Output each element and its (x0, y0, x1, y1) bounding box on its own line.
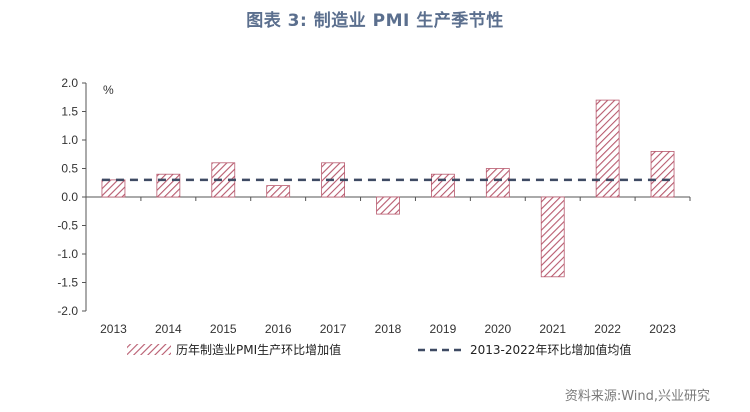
bar-2014 (156, 173, 181, 198)
legend-bar-swatch (127, 344, 171, 355)
bar-2019 (431, 173, 455, 198)
x-tick-label: 2016 (265, 322, 292, 336)
x-tick-label: 2015 (210, 322, 237, 336)
y-tick-label: -1.5 (57, 276, 78, 290)
x-tick-label: 2018 (375, 322, 402, 336)
x-tick-label: 2013 (100, 322, 127, 336)
bar-2022 (595, 99, 620, 198)
bar-2018 (376, 196, 400, 215)
bar-2016 (266, 185, 291, 198)
legend-bar-label: 历年制造业PMI生产环比增加值 (176, 342, 341, 357)
y-tick-label: -0.5 (57, 219, 78, 233)
bar-2023 (650, 150, 675, 198)
legend-avg-label: 2013-2022年环比增加值均值 (470, 342, 631, 357)
bar-2020 (485, 168, 510, 198)
x-tick-label: 2017 (320, 322, 347, 336)
y-tick-label: 0.5 (61, 162, 78, 176)
y-unit-label: % (103, 83, 114, 97)
y-tick-label: 1.0 (61, 133, 78, 147)
y-tick-label: 0.0 (61, 190, 78, 204)
y-tick-label: -1.0 (57, 247, 78, 261)
x-tick-label: 2019 (430, 322, 457, 336)
legend: 历年制造业PMI生产环比增加值 2013-2022年环比增加值均值 (127, 342, 631, 357)
x-tick-label: 2021 (539, 322, 566, 336)
bar-2021 (540, 196, 565, 278)
source-note: 资料来源:Wind,兴业研究 (564, 389, 710, 404)
bar-2013 (101, 179, 126, 198)
x-tick-label: 2023 (649, 322, 676, 336)
x-tick-label: 2014 (155, 322, 182, 336)
y-tick-label: -2.0 (57, 304, 78, 318)
x-tick-label: 2020 (484, 322, 511, 336)
y-tick-label: 2.0 (61, 76, 78, 90)
x-tick-label: 2022 (594, 322, 621, 336)
y-tick-label: 1.5 (61, 105, 78, 119)
chart-title: 图表 3: 制造业 PMI 生产季节性 (246, 11, 504, 31)
